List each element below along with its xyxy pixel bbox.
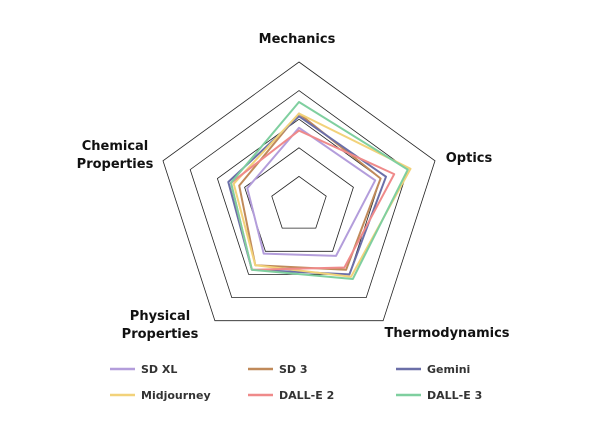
series-dall-e-2 bbox=[230, 129, 396, 271]
axis-label-thermodynamics: Thermodynamics bbox=[384, 326, 509, 341]
axis-label-optics: Optics bbox=[446, 151, 493, 166]
legend-item-sd-3: SD 3 bbox=[248, 363, 308, 376]
axis-label-physical-properties: Physical Properties bbox=[122, 309, 199, 342]
series-sd-3 bbox=[238, 112, 382, 271]
legend-item-dall-e-3: DALL-E 3 bbox=[396, 389, 482, 402]
grid-ring-4 bbox=[189, 90, 409, 299]
legend-label: SD 3 bbox=[279, 363, 308, 376]
legend-label: Midjourney bbox=[141, 389, 211, 402]
grid-ring-1 bbox=[271, 175, 327, 229]
legend-label: SD XL bbox=[141, 363, 177, 376]
legend-label: Gemini bbox=[427, 363, 470, 376]
legend: SD XL SD 3 Gemini Midjourney DALL-E 2 DALL-E … bbox=[110, 363, 482, 402]
axis-label-chemical-properties: Chemical Properties bbox=[77, 139, 154, 172]
legend-label: DALL-E 3 bbox=[427, 389, 482, 402]
legend-item-midjourney: Midjourney bbox=[110, 389, 211, 402]
series-sd-xl bbox=[246, 126, 377, 257]
axis-labels: Mechanics Optics Thermodynamics Physical Pro… bbox=[77, 32, 510, 342]
legend-item-sd-xl: SD XL bbox=[110, 363, 177, 376]
legend-item-dall-e-2: DALL-E 2 bbox=[248, 389, 334, 402]
radar-grid bbox=[162, 61, 436, 322]
radar-series bbox=[227, 101, 412, 280]
legend-item-gemini: Gemini bbox=[396, 363, 470, 376]
axis-label-mechanics: Mechanics bbox=[259, 32, 336, 47]
legend-label: DALL-E 2 bbox=[279, 389, 334, 402]
grid-ring-5 bbox=[162, 61, 436, 322]
series-dall-e-3 bbox=[230, 101, 409, 280]
grid-ring-2 bbox=[244, 147, 354, 252]
